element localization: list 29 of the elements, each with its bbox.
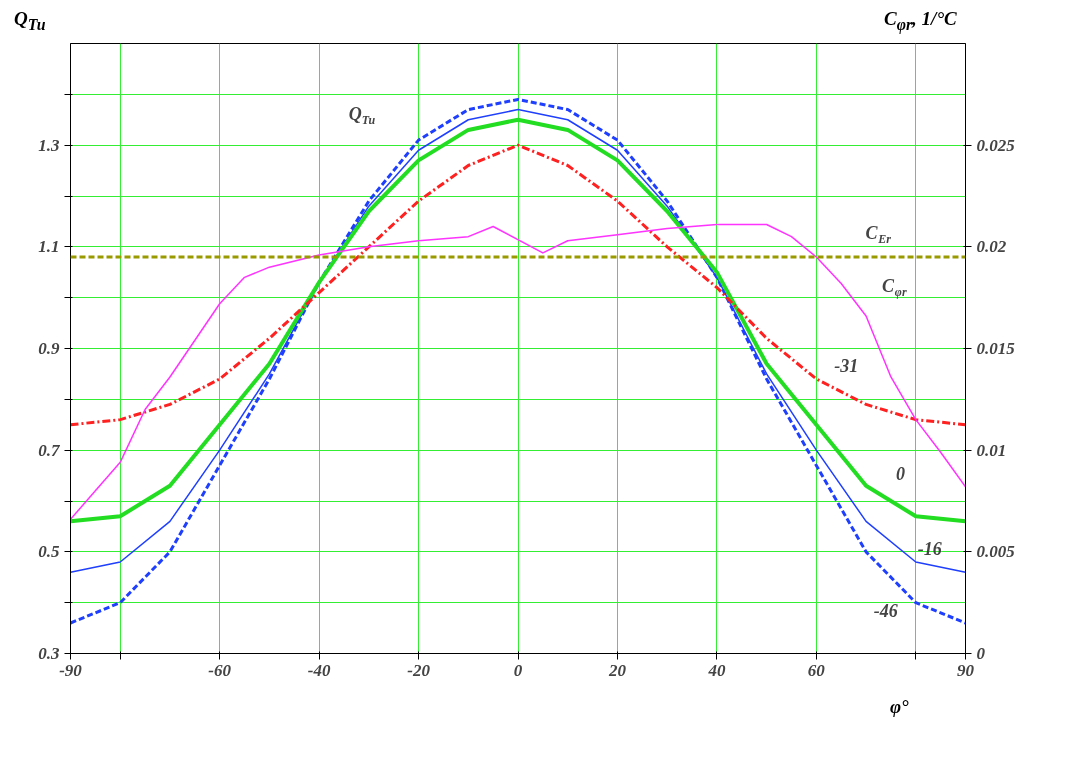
line-series [70, 223, 966, 521]
y2-tick-label: 0.005 [976, 542, 1016, 562]
series-label: -31 [834, 355, 859, 376]
y2-tick-label: 0.02 [976, 237, 1007, 257]
series-label: -46 [873, 601, 898, 622]
y-tick-label: 0.5 [38, 542, 60, 562]
x-tick-label: 20 [607, 660, 627, 680]
x-axis-title: φ° [890, 695, 909, 719]
x-tick-label: -40 [307, 660, 331, 680]
x-tick-label: -20 [407, 660, 431, 680]
y2-axis-title: C$_{φr}$, 1/°C [884, 7, 957, 36]
series-label: 0 [896, 464, 906, 485]
x-tick-label: -60 [208, 660, 232, 680]
x-tick-label: -90 [59, 660, 83, 680]
y2-tick-label: 0 [976, 644, 986, 663]
y-tick-label: 0.7 [38, 440, 61, 460]
y2-tick-label: 0.015 [976, 339, 1016, 358]
x-tick-label: 60 [807, 660, 826, 680]
y-tick-label: 0.9 [38, 339, 60, 358]
y2-tick-label: 0.01 [976, 440, 1007, 460]
x-tick-label: 40 [707, 660, 726, 680]
y-tick-label: 0.3 [38, 644, 60, 663]
y2-tick-label: 0.025 [976, 135, 1016, 155]
line-series [70, 143, 966, 427]
x-tick-label: 0 [513, 660, 523, 680]
y-tick-label: 1.1 [38, 237, 60, 257]
y-tick-label: 1.3 [38, 135, 60, 155]
text: Q$_{Tu}$ [14, 7, 46, 35]
x-tick-label: 90 [957, 660, 975, 680]
